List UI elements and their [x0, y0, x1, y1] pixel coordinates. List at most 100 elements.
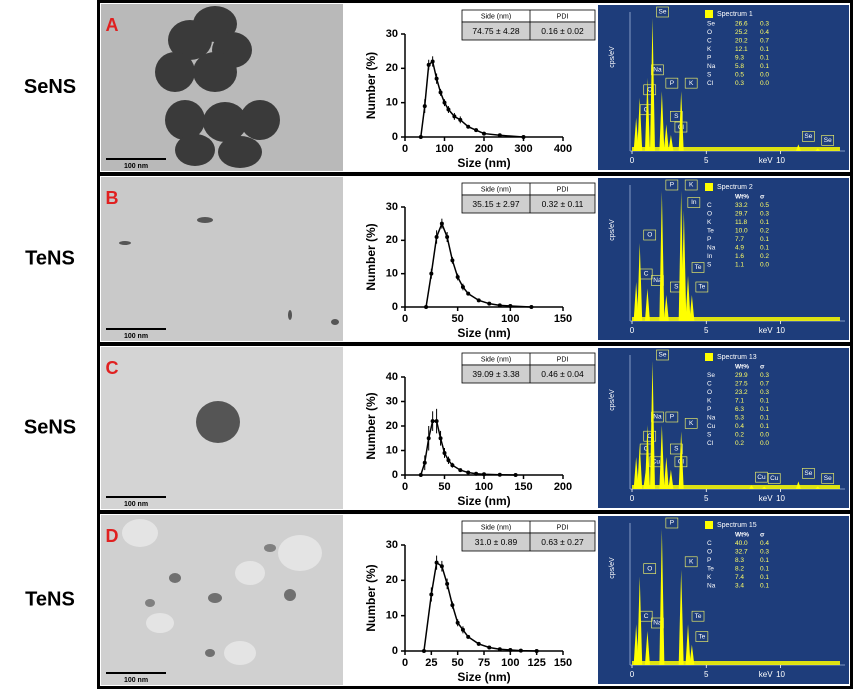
spectrum-y-label: cps/eV [609, 389, 616, 411]
spectrum-x-tick-label: 10 [776, 156, 785, 165]
peak-label: Se [659, 352, 667, 359]
x-tick-label: 200 [554, 481, 572, 493]
peak-label: P [670, 520, 674, 527]
peak-label-box [755, 471, 768, 483]
spectrum-x-label: keV [759, 326, 773, 335]
legend-cell: C [707, 38, 712, 45]
table-header: Side (nm) [481, 186, 511, 193]
legend-cell: 0.0 [760, 440, 769, 447]
data-point [430, 419, 435, 424]
spectrum-y-label: cps/eV [609, 557, 616, 579]
legend-cell: C [707, 381, 712, 388]
peak-label-box [802, 131, 815, 142]
peak-label-box [684, 418, 698, 429]
peak-label-box [821, 135, 835, 146]
peak-label: P [670, 414, 674, 421]
legend-cell: Te [707, 566, 714, 573]
spectrum-y-label: cps/eV [609, 219, 616, 241]
table-header: Side (nm) [481, 524, 511, 531]
legend-cell: 1.1 [735, 262, 744, 269]
peak-label: Se [824, 137, 832, 144]
legend-cell: 0.1 [760, 55, 769, 62]
x-axis-label: Size (nm) [457, 156, 510, 170]
data-point [418, 135, 423, 139]
x-tick-label: 200 [475, 143, 493, 155]
y-axis-label: Number (%) [364, 564, 378, 631]
peak-label: O [647, 565, 652, 572]
legend-cell: 0.4 [760, 540, 769, 547]
table-value: 31.0 ± 0.89 [475, 537, 518, 547]
legend-header: σ [760, 194, 765, 201]
x-tick-label: 25 [425, 657, 437, 669]
peak-label: Na [653, 414, 662, 421]
legend-swatch [705, 10, 713, 18]
particle [165, 100, 205, 140]
particle [196, 401, 240, 443]
spectrum-peak [678, 91, 684, 151]
peak-label-box [802, 468, 815, 479]
spectrum-x-label: keV [759, 494, 773, 503]
spectrum-peak [663, 295, 669, 321]
legend-cell: 7.4 [735, 574, 744, 581]
table-value: 0.16 ± 0.02 [541, 26, 584, 36]
peak-label-box [687, 197, 701, 208]
scale-label: 100 nm [124, 677, 148, 684]
peak-label: Te [695, 264, 702, 271]
legend-cell: P [707, 557, 711, 564]
y-tick-label: 20 [386, 420, 398, 432]
table-header: PDI [557, 13, 569, 20]
data-point [458, 117, 463, 122]
spectrum-peak [659, 425, 665, 489]
spectrum-peak [815, 148, 821, 151]
data-point [452, 114, 457, 119]
data-point [438, 436, 443, 441]
spectrum-peak [681, 210, 687, 321]
peak-label: S [674, 446, 679, 453]
legend-cell: Na [707, 583, 716, 590]
legend-cell: O [707, 211, 712, 218]
legend-cell: C [707, 540, 712, 547]
spectrum-x-tick-label: 0 [630, 156, 635, 165]
legend-cell: Na [707, 63, 716, 70]
legend-cell: 6.3 [735, 406, 744, 413]
particle [278, 535, 322, 571]
spectrum-x-tick-label: 5 [704, 156, 709, 165]
spectrum-x-tick-label: 5 [704, 326, 709, 335]
row-label: SeNS [24, 416, 76, 438]
x-tick-label: 75 [478, 657, 490, 669]
particle [264, 544, 276, 552]
peak-label: C [644, 446, 649, 453]
spectrum-peak [761, 486, 767, 489]
x-tick-label: 100 [501, 657, 519, 669]
spectrum-background [632, 147, 840, 151]
legend-cell: Cl [707, 440, 714, 447]
legend-header: Wt% [735, 364, 749, 371]
legend-cell: 0.4 [760, 29, 769, 36]
data-point [426, 62, 431, 67]
data-point [429, 592, 434, 597]
legend-header: σ [760, 532, 765, 539]
peak-label-box [821, 473, 835, 484]
spectrum-peak [659, 91, 665, 151]
legend-cell: 0.0 [760, 80, 769, 87]
peak-label: Na [653, 620, 662, 627]
panel-letter: D [106, 526, 119, 546]
peak-label: Se [804, 470, 812, 477]
legend-cell: 7.7 [735, 236, 744, 243]
data-line [423, 561, 537, 652]
data-point [445, 581, 450, 586]
spectrum-peak [644, 425, 650, 489]
table-value: 74.75 ± 4.28 [472, 26, 519, 36]
legend-cell: Na [707, 415, 716, 422]
data-point [439, 221, 444, 226]
legend-cell: 0.2 [735, 440, 744, 447]
data-point [442, 450, 447, 455]
data-point [518, 648, 523, 653]
y-tick-label: 20 [386, 234, 398, 246]
data-point [450, 258, 455, 263]
peak-label-box [684, 179, 698, 191]
y-tick-label: 40 [386, 371, 398, 383]
legend-cell: K [707, 398, 712, 405]
x-tick-label: 150 [514, 481, 532, 493]
spectrum-peak [637, 576, 643, 665]
